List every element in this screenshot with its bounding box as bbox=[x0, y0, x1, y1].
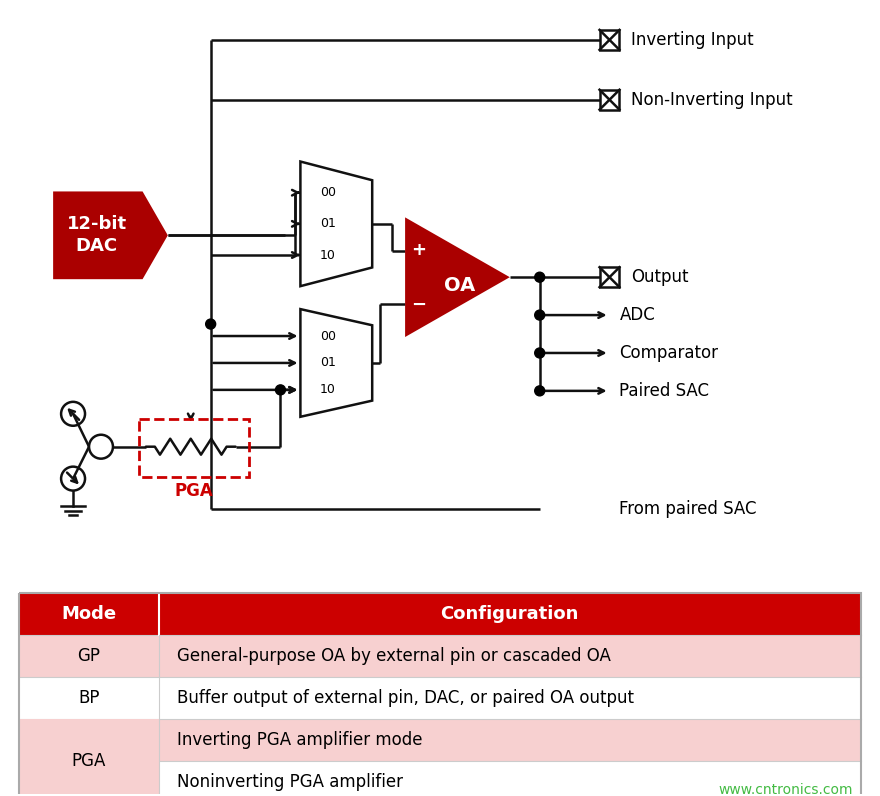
Text: Buffer output of external pin, DAC, or paired OA output: Buffer output of external pin, DAC, or p… bbox=[177, 689, 634, 707]
Circle shape bbox=[275, 385, 285, 395]
Text: ADC: ADC bbox=[620, 306, 656, 324]
Text: Mode: Mode bbox=[62, 605, 116, 623]
Text: −: − bbox=[412, 295, 427, 314]
Bar bbox=[19, 593, 861, 635]
Text: 01: 01 bbox=[319, 217, 335, 230]
Bar bbox=[19, 719, 158, 796]
Polygon shape bbox=[53, 192, 168, 279]
Text: Non-Inverting Input: Non-Inverting Input bbox=[632, 91, 793, 109]
Bar bbox=[599, 267, 620, 287]
Circle shape bbox=[535, 348, 545, 358]
Bar bbox=[19, 677, 861, 719]
Text: PGA: PGA bbox=[72, 751, 106, 770]
Text: OA: OA bbox=[444, 275, 475, 295]
Bar bbox=[19, 761, 861, 796]
Text: BP: BP bbox=[78, 689, 99, 707]
Text: +: + bbox=[412, 240, 427, 259]
Text: GP: GP bbox=[77, 647, 100, 665]
Text: Paired SAC: Paired SAC bbox=[620, 382, 709, 400]
Text: PGA: PGA bbox=[174, 482, 213, 500]
Circle shape bbox=[535, 310, 545, 320]
Text: 10: 10 bbox=[319, 248, 335, 262]
Circle shape bbox=[206, 319, 216, 329]
Text: Output: Output bbox=[632, 268, 689, 287]
Bar bbox=[599, 30, 620, 50]
Bar bbox=[19, 635, 861, 677]
Text: 00: 00 bbox=[319, 186, 335, 199]
Bar bbox=[19, 719, 861, 761]
Circle shape bbox=[535, 386, 545, 396]
Text: Noninverting PGA amplifier: Noninverting PGA amplifier bbox=[177, 773, 403, 790]
Bar bbox=[139, 419, 248, 477]
Polygon shape bbox=[405, 217, 510, 337]
Text: 12-bit
DAC: 12-bit DAC bbox=[67, 215, 127, 256]
Text: 01: 01 bbox=[319, 357, 335, 369]
Text: Inverting PGA amplifier mode: Inverting PGA amplifier mode bbox=[177, 731, 422, 749]
Text: General-purpose OA by external pin or cascaded OA: General-purpose OA by external pin or ca… bbox=[177, 647, 611, 665]
Text: 00: 00 bbox=[319, 330, 335, 342]
Bar bbox=[599, 90, 620, 110]
Bar bbox=[19, 593, 861, 796]
Text: Comparator: Comparator bbox=[620, 344, 718, 362]
Text: 10: 10 bbox=[319, 384, 335, 396]
Circle shape bbox=[535, 272, 545, 282]
Text: From paired SAC: From paired SAC bbox=[620, 500, 757, 517]
Text: Configuration: Configuration bbox=[441, 605, 579, 623]
Text: Inverting Input: Inverting Input bbox=[632, 31, 754, 49]
Text: www.cntronics.com: www.cntronics.com bbox=[718, 782, 853, 796]
